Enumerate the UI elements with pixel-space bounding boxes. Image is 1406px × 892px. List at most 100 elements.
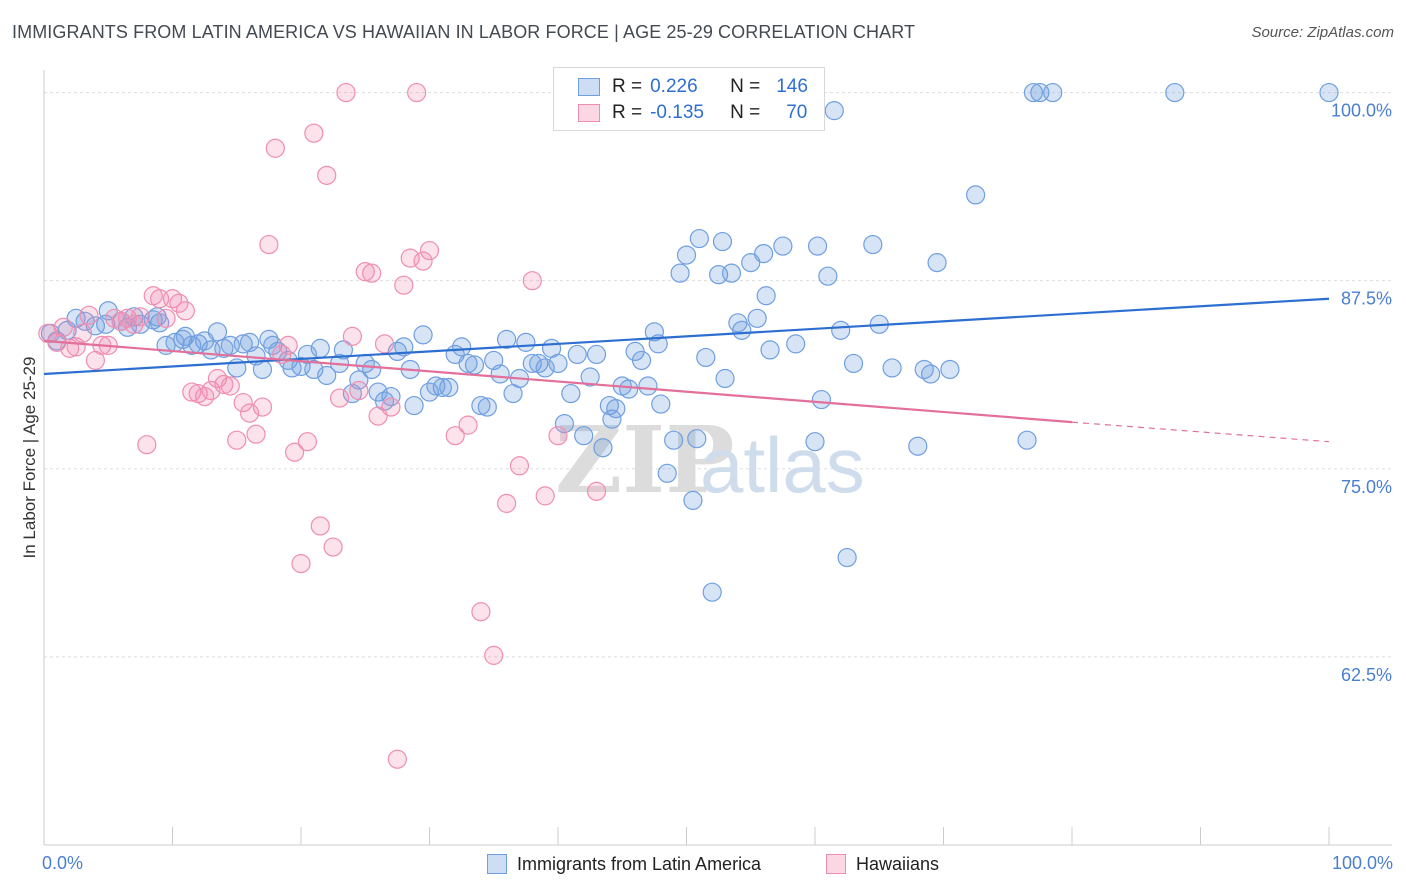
point-latin-america [831,320,851,340]
point-hawaiians [220,376,240,396]
point-latin-america [715,368,735,389]
point-hawaiians [407,82,427,103]
point-latin-america [773,236,793,256]
stats-legend: R = 0.226 N = 146 R = -0.135 N = 70 [553,67,825,131]
point-latin-america [561,383,581,404]
point-latin-america [648,334,668,354]
point-latin-america [843,353,864,374]
point-hawaiians [124,314,144,334]
point-latin-america [689,228,709,249]
point-latin-america [657,463,677,483]
watermark-atlas: atlas [700,421,865,509]
point-latin-america [786,334,806,354]
point-latin-america [756,286,776,306]
legend-row-latin-america: R = 0.226 N = 146 [578,75,808,99]
point-latin-america [1023,82,1044,103]
legend-row-hawaiians: R = -0.135 N = 70 [578,101,807,125]
y-axis-title: In Labor Force | Age 25-29 [20,357,39,559]
y-tick-label: 100.0% [1331,101,1392,121]
trend-lines [43,297,1330,443]
point-latin-america [567,344,587,365]
point-hawaiians [252,397,273,417]
point-hawaiians [265,138,285,158]
point-latin-america [687,429,707,449]
point-hawaiians [310,516,330,536]
point-latin-america [349,370,369,390]
legend-n-value: 146 [776,76,808,97]
point-hawaiians [79,305,99,325]
point-latin-america [824,101,844,121]
point-latin-america [940,359,960,380]
point-hawaiians [458,415,478,435]
point-latin-america [602,409,622,429]
point-hawaiians [278,335,298,355]
point-latin-america [317,365,337,386]
point-hawaiians [227,430,247,450]
axes [43,70,1392,846]
point-latin-america [580,367,600,387]
point-hawaiians [497,493,517,513]
legend-r-label: R = [612,102,643,123]
point-latin-america [98,301,118,321]
point-latin-america [760,340,780,360]
point-latin-america [696,347,716,368]
point-latin-america [381,386,401,407]
y-tick-label: 62.5% [1341,665,1392,685]
point-hawaiians [246,424,266,444]
point-latin-america [1165,82,1185,103]
point-latin-america [471,395,491,416]
point-latin-america [837,547,857,568]
trend-line-hawaiians-extension [1071,421,1330,443]
point-hawaiians [548,426,568,446]
legend-n-label: N = [730,102,761,123]
trend-line-hawaiians [43,339,1073,424]
point-latin-america [310,338,330,358]
point-latin-america [554,414,575,434]
point-hawaiians [72,323,93,343]
point-latin-america [535,358,555,378]
point-hawaiians [445,426,465,446]
point-hawaiians [522,271,542,291]
point-hawaiians [291,553,311,574]
point-latin-america [619,379,639,399]
chart-title: IMMIGRANTS FROM LATIN AMERICA VS HAWAIIA… [12,22,916,42]
point-hawaiians [323,537,343,557]
point-latin-america [882,358,902,378]
point-latin-america [207,322,228,342]
point-hawaiians [394,275,414,295]
point-hawaiians [130,307,150,327]
point-hawaiians [509,456,530,476]
point-latin-america [863,234,883,255]
watermark: ZIP atlas [555,406,865,514]
legend-n-value: 70 [786,102,808,123]
point-hawaiians [349,380,369,401]
bottom-legend-hawaiians: Hawaiians [826,852,939,876]
point-latin-america [182,335,202,355]
point-hawaiians [53,317,73,337]
tick-labels: 62.5% 75.0% 87.5% 100.0% 0.0% 100.0% In Labor … [20,101,1393,873]
point-latin-america [464,355,485,375]
point-hawaiians [317,165,337,185]
point-latin-america [921,364,941,384]
point-latin-america [490,364,510,384]
point-latin-america [721,263,742,283]
point-latin-america [124,307,144,327]
point-hawaiians [471,602,491,622]
data-points [38,82,1339,769]
point-latin-america [593,438,613,458]
point-hawaiians [233,392,253,413]
point-hawaiians [175,301,195,321]
point-hawaiians [419,240,440,261]
point-latin-america [333,340,354,360]
point-latin-america [394,337,414,357]
bottom-legend-swatch-latin-america [487,854,507,874]
point-latin-america [497,329,517,349]
legend-swatch-latin-america [578,78,600,96]
point-latin-america [676,245,697,265]
point-latin-america [362,359,382,380]
point-latin-america [574,426,594,446]
legend-r-value: 0.226 [650,76,698,97]
gridlines [44,92,1392,658]
point-latin-america [712,231,733,252]
